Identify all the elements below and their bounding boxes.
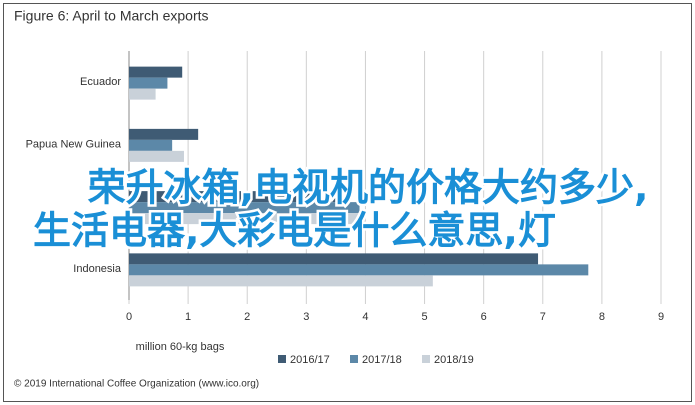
bar xyxy=(129,253,539,265)
y-tick-label: Indonesia xyxy=(73,263,122,275)
bar xyxy=(129,139,173,151)
bar xyxy=(129,264,589,276)
legend-label: 2018/19 xyxy=(434,354,474,366)
x-tick-label: 9 xyxy=(658,311,664,323)
legend-label: 2016/17 xyxy=(290,354,330,366)
y-tick-label: Papua New Guinea xyxy=(26,138,122,150)
chart-title: Figure 6: April to March exports xyxy=(14,8,209,24)
x-tick-label: 0 xyxy=(126,311,132,323)
x-tick-label: 1 xyxy=(185,311,191,323)
bar xyxy=(129,213,366,225)
bar xyxy=(129,275,433,287)
legend-swatch xyxy=(278,355,286,363)
x-tick-label: 5 xyxy=(421,311,427,323)
overlay-text: 荣升冰箱,电视机的价格大约多少, xyxy=(88,166,649,210)
frame xyxy=(3,3,692,402)
bar xyxy=(129,77,168,89)
legend-swatch xyxy=(422,355,430,363)
bar xyxy=(129,191,342,203)
overlay-text: 生活电器,大彩电是什么意思,灯 xyxy=(33,209,556,253)
bar xyxy=(129,128,199,140)
y-tick-label: Ecuador xyxy=(80,76,121,88)
bar xyxy=(129,66,183,78)
x-tick-label: 3 xyxy=(303,311,309,323)
x-tick-label: 4 xyxy=(362,311,368,323)
x-tick-label: 2 xyxy=(244,311,250,323)
source: © 2019 International Coffee Organization… xyxy=(14,379,259,390)
x-tick-label: 6 xyxy=(481,311,487,323)
x-tick-label: 8 xyxy=(599,311,605,323)
bar xyxy=(129,88,156,100)
legend-label: 2017/18 xyxy=(362,354,402,366)
bar xyxy=(129,202,360,214)
bar xyxy=(129,150,184,162)
x-tick-label: 7 xyxy=(540,311,546,323)
x-axis-label: million 60-kg bags xyxy=(136,341,225,353)
legend-swatch xyxy=(350,355,358,363)
